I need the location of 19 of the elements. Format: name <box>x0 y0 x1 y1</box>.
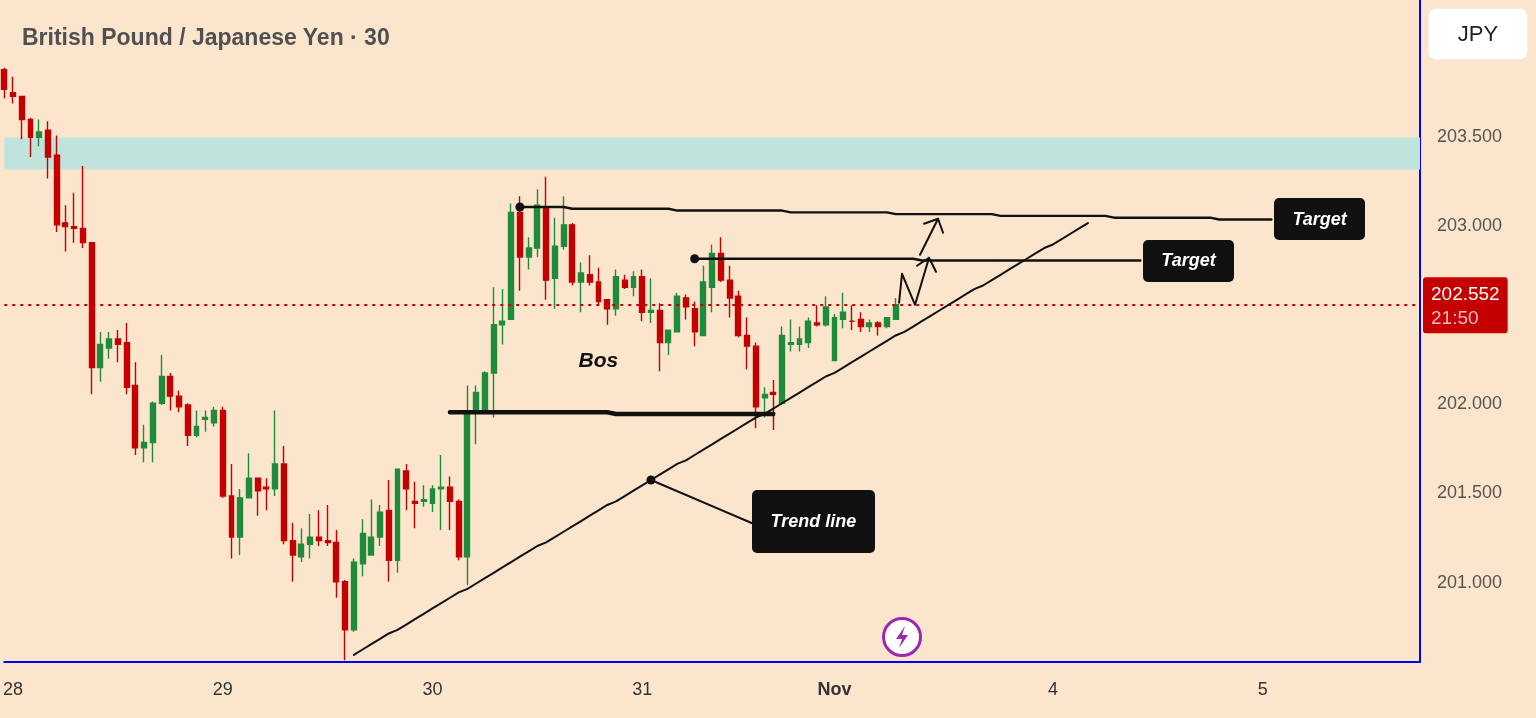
series-label: Target <box>1143 239 1234 282</box>
series-label: Target <box>1274 198 1365 241</box>
text: British Pound / Japanese Yen · 30 <box>22 23 390 50</box>
x-tick-label: 4 <box>1047 679 1058 699</box>
y-axis-title: JPY <box>1428 8 1528 60</box>
series-label: Bos <box>578 348 619 373</box>
x-tick-label: 31 <box>632 679 653 699</box>
y-tick-label: 201.000 <box>1437 571 1503 592</box>
y-tick-label: 202.000 <box>1437 393 1503 414</box>
x-tick-label: 30 <box>422 679 443 699</box>
y-tick-label: 203.000 <box>1437 214 1503 235</box>
y-tick-label: 203.500 <box>1437 125 1503 146</box>
text: Trend line <box>751 489 875 553</box>
x-tick-label: 5 <box>1257 679 1268 699</box>
x-tick-label: Nov <box>817 679 852 699</box>
x-tick-label: 29 <box>212 679 233 699</box>
x-tick-label: 28 <box>3 679 24 699</box>
ref-line-label: 202.552 21:50 <box>1431 283 1500 329</box>
y-tick-label: 201.500 <box>1437 482 1503 503</box>
